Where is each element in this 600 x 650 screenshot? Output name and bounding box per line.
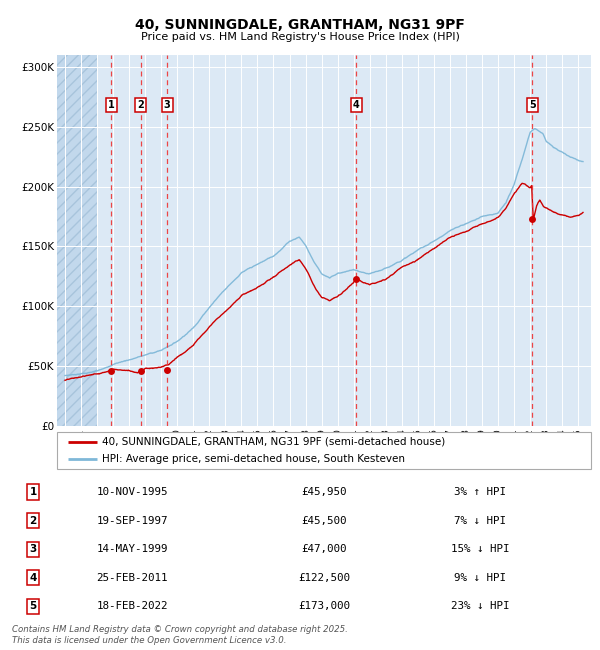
Bar [57,55,97,426]
Text: 2: 2 [137,100,144,110]
Text: 40, SUNNINGDALE, GRANTHAM, NG31 9PF (semi-detached house): 40, SUNNINGDALE, GRANTHAM, NG31 9PF (sem… [103,437,446,447]
FancyBboxPatch shape [57,432,591,469]
Text: 14-MAY-1999: 14-MAY-1999 [96,544,168,554]
Text: £47,000: £47,000 [301,544,347,554]
Text: 7% ↓ HPI: 7% ↓ HPI [454,515,506,526]
Text: £45,500: £45,500 [301,515,347,526]
Text: 19-SEP-1997: 19-SEP-1997 [96,515,168,526]
Text: 10-NOV-1995: 10-NOV-1995 [96,487,168,497]
Text: 3% ↑ HPI: 3% ↑ HPI [454,487,506,497]
Text: 4: 4 [29,573,37,583]
Text: 15% ↓ HPI: 15% ↓ HPI [451,544,509,554]
Text: 5: 5 [529,100,536,110]
Text: 23% ↓ HPI: 23% ↓ HPI [451,601,509,612]
Text: 40, SUNNINGDALE, GRANTHAM, NG31 9PF: 40, SUNNINGDALE, GRANTHAM, NG31 9PF [135,18,465,32]
Text: 25-FEB-2011: 25-FEB-2011 [96,573,168,583]
Text: Contains HM Land Registry data © Crown copyright and database right 2025.
This d: Contains HM Land Registry data © Crown c… [12,625,348,645]
Text: 3: 3 [29,544,37,554]
Text: £45,950: £45,950 [301,487,347,497]
Text: HPI: Average price, semi-detached house, South Kesteven: HPI: Average price, semi-detached house,… [103,454,406,464]
Text: 9% ↓ HPI: 9% ↓ HPI [454,573,506,583]
Text: 4: 4 [353,100,359,110]
Text: 1: 1 [107,100,115,110]
Text: 3: 3 [164,100,170,110]
Text: Price paid vs. HM Land Registry's House Price Index (HPI): Price paid vs. HM Land Registry's House … [140,32,460,42]
Text: £173,000: £173,000 [298,601,350,612]
Text: 1: 1 [29,487,37,497]
Text: 5: 5 [29,601,37,612]
Text: 18-FEB-2022: 18-FEB-2022 [96,601,168,612]
Text: 2: 2 [29,515,37,526]
Text: £122,500: £122,500 [298,573,350,583]
